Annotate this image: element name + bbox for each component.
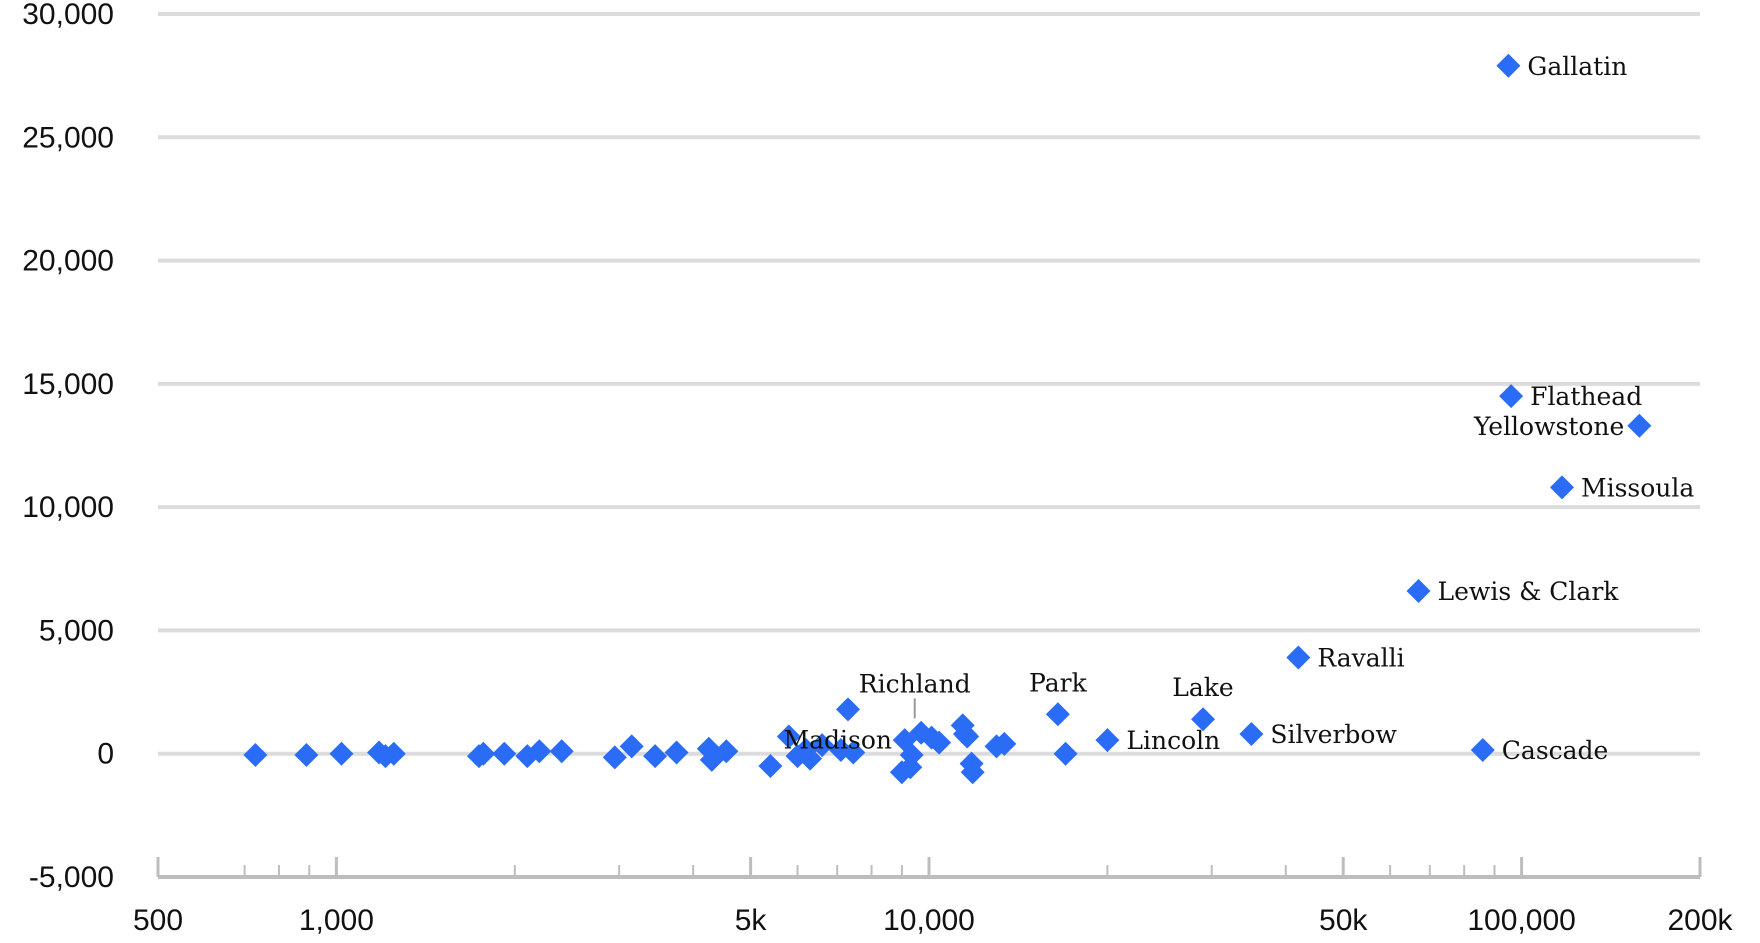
y-tick-label-15-000: 15,000 — [22, 368, 114, 401]
data-point — [527, 739, 552, 764]
data-point-lake — [1191, 707, 1216, 732]
data-point — [243, 742, 268, 767]
x-axis — [156, 857, 1702, 879]
data-point-lewis-clark — [1406, 578, 1431, 603]
data-label-missoula: Missoula — [1581, 473, 1694, 502]
data-point-flathead — [1499, 384, 1524, 409]
data-point — [992, 731, 1017, 756]
data-point — [955, 724, 980, 749]
data-label-richland: Richland — [859, 669, 971, 698]
data-point — [619, 734, 644, 759]
y-tick-label-30-000: 30,000 — [22, 0, 114, 31]
x-axis-tick-labels: 500 1,000 5k 10,000 50k 100,000 200k — [133, 904, 1734, 937]
y-tick-label-0: 0 — [97, 738, 114, 771]
data-point — [798, 746, 823, 771]
data-label-yellowstone: Yellowstone — [1473, 412, 1624, 441]
data-point — [643, 744, 668, 769]
x-tick-label-100-000: 100,000 — [1467, 904, 1575, 937]
data-point — [810, 733, 835, 758]
x-tick-label-200k: 200k — [1667, 904, 1733, 937]
data-label-gallatin: Gallatin — [1527, 52, 1627, 81]
y-tick-label-5-000: 5,000 — [39, 614, 114, 647]
data-point — [602, 745, 627, 770]
data-label-lincoln: Lincoln — [1126, 726, 1220, 755]
data-point — [492, 741, 517, 766]
data-point — [927, 730, 952, 755]
x-tick-label-10-000: 10,000 — [883, 904, 975, 937]
data-point — [664, 740, 689, 765]
data-points — [243, 53, 1652, 785]
gridlines — [158, 12, 1700, 756]
y-tick-label-5-000: -5,000 — [29, 861, 114, 894]
y-tick-label-10-000: 10,000 — [22, 491, 114, 524]
data-point-ravalli — [1286, 645, 1311, 670]
data-point-lincoln — [1095, 728, 1120, 753]
data-label-silverbow: Silverbow — [1270, 720, 1397, 749]
data-label-ravalli: Ravalli — [1317, 644, 1404, 673]
data-point-missoula — [1550, 475, 1575, 500]
data-point — [899, 742, 924, 767]
data-point — [776, 724, 801, 749]
data-point — [1053, 741, 1078, 766]
data-point — [960, 760, 985, 785]
data-point-silverbow — [1239, 721, 1264, 746]
data-label-cascade: Cascade — [1502, 736, 1609, 765]
x-tick-label-1-000: 1,000 — [299, 904, 374, 937]
data-label-madison: Madison — [784, 725, 892, 754]
data-point — [714, 739, 739, 764]
data-point-park — [1045, 702, 1070, 727]
data-point — [329, 741, 354, 766]
data-point-yellowstone — [1627, 413, 1652, 438]
data-label-lake: Lake — [1172, 673, 1233, 702]
data-label-park: Park — [1029, 668, 1088, 697]
data-point — [294, 742, 319, 767]
y-tick-label-25-000: 25,000 — [22, 121, 114, 154]
data-point — [471, 741, 496, 766]
x-tick-label-500: 500 — [133, 904, 183, 937]
y-axis-tick-labels: 30,000 25,000 20,000 15,000 10,000 5,000 0 -5,0… — [22, 0, 114, 894]
data-point — [758, 754, 783, 779]
data-label-lewis-clark: Lewis & Clark — [1438, 577, 1620, 606]
data-label-flathead: Flathead — [1530, 382, 1642, 411]
y-tick-label-20-000: 20,000 — [22, 245, 114, 278]
x-tick-label-5k: 5k — [735, 904, 768, 937]
data-point — [381, 741, 406, 766]
data-point-cascade — [1470, 738, 1495, 763]
x-tick-label-50k: 50k — [1319, 904, 1368, 937]
data-point — [841, 740, 866, 765]
data-point-gallatin — [1496, 53, 1521, 78]
data-point-madison — [836, 697, 861, 722]
data-point — [549, 739, 574, 764]
